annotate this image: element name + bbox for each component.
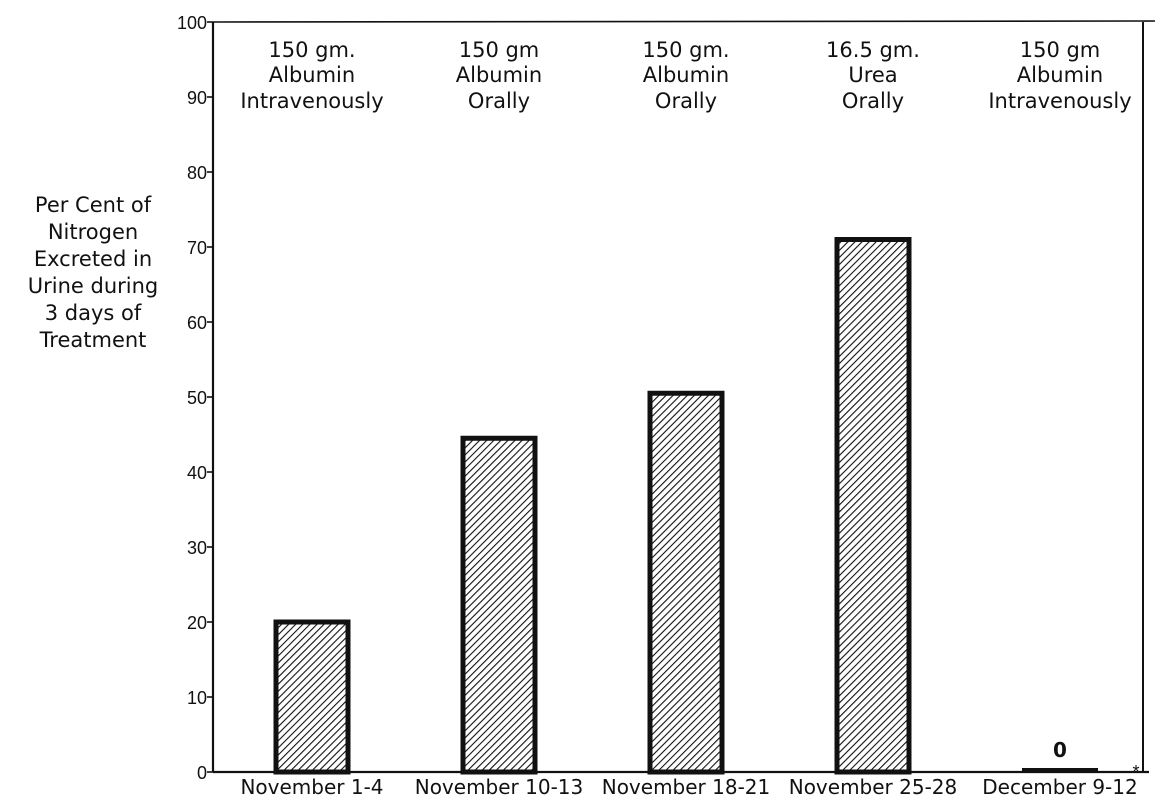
- bar: [647, 390, 725, 775]
- y-tick-label: 30: [187, 538, 207, 558]
- treatment-label-line: Intravenously: [988, 89, 1131, 113]
- treatment-label-line: Albumin: [269, 63, 355, 87]
- treatment-label-line: Orally: [468, 89, 530, 113]
- treatment-label-line: 150 gm.: [268, 38, 355, 62]
- x-category-label: November 1-4: [240, 775, 383, 799]
- x-category-label: November 25-28: [789, 775, 958, 799]
- treatment-label-line: 150 gm: [459, 38, 540, 62]
- treatment-label-line: Albumin: [1017, 63, 1103, 87]
- x-category-label: November 10-13: [415, 775, 584, 799]
- treatment-label-line: 16.5 gm.: [826, 38, 920, 62]
- treatment-label-line: Urea: [848, 63, 897, 87]
- y-tick-label: 0: [197, 763, 207, 783]
- bar: [460, 435, 538, 775]
- treatment-label-line: 150 gm.: [642, 38, 729, 62]
- treatment-label-line: Orally: [655, 89, 717, 113]
- y-axis-label-line: 3 days of: [45, 301, 142, 325]
- y-tick-label: 10: [187, 688, 207, 708]
- x-category-label: December 9-12: [982, 775, 1137, 799]
- treatment-label-line: 150 gm: [1020, 38, 1101, 62]
- y-tick-label: 100: [177, 13, 207, 33]
- y-tick-label: 90: [187, 88, 207, 108]
- x-category-label: November 18-21: [602, 775, 771, 799]
- y-tick-label: 50: [187, 388, 207, 408]
- y-tick-label: 20: [187, 613, 207, 633]
- top-frame-line: [212, 20, 1155, 23]
- treatment-label-line: Intravenously: [240, 89, 383, 113]
- y-axis-label-line: Nitrogen: [48, 220, 138, 244]
- y-tick-label: 40: [187, 463, 207, 483]
- y-axis-label-line: Excreted in: [34, 247, 152, 271]
- y-tick-label: 60: [187, 313, 207, 333]
- bar: [834, 237, 912, 775]
- y-axis-label-line: Per Cent of: [35, 193, 152, 217]
- y-tick-label: 70: [187, 238, 207, 258]
- y-axis-label-line: Treatment: [39, 328, 147, 352]
- treatment-label-line: Albumin: [456, 63, 542, 87]
- y-axis-label-line: Urine during: [28, 274, 159, 298]
- axis-end-marker: *: [1132, 762, 1139, 782]
- data-value-label: 0: [1053, 738, 1067, 762]
- bar: [273, 619, 351, 775]
- y-tick-label: 80: [187, 163, 207, 183]
- treatment-label-line: Orally: [842, 89, 904, 113]
- treatment-label-line: Albumin: [643, 63, 729, 87]
